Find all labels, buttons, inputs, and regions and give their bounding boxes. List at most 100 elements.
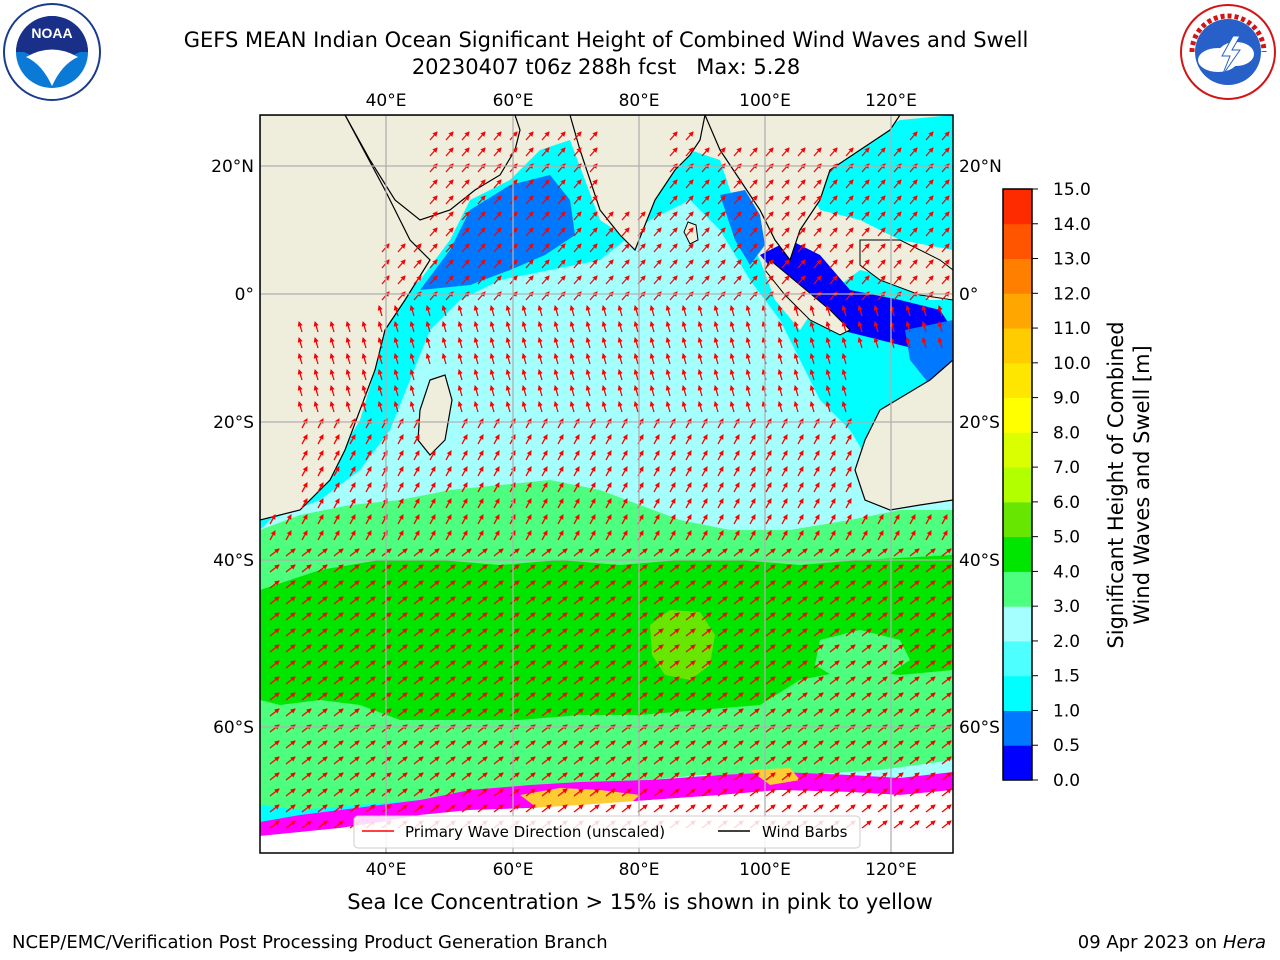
wave-direction-arrow [701,275,710,285]
wave-direction-arrow [397,482,404,493]
wave-direction-arrow [605,259,614,269]
wave-direction-arrow [397,291,406,301]
wave-direction-arrow [717,434,724,445]
wave-direction-arrow [601,385,607,397]
wave-direction-arrow [345,353,351,365]
wave-direction-arrow [349,466,356,477]
wave-direction-arrow [333,434,340,445]
wave-direction-arrow [809,385,815,397]
colorbar-swatch [1003,258,1032,294]
wave-direction-arrow [681,337,687,349]
india [569,115,706,252]
wave-direction-arrow [649,321,655,333]
wave-direction-arrow [493,450,500,461]
wave-direction-arrow [845,450,852,461]
wave-direction-arrow [525,418,532,429]
wave-direction-arrow [701,227,710,237]
colorbar-label: Significant Height of Combined Wind Wave… [1104,321,1154,648]
wave-direction-arrow [893,163,902,173]
wave-direction-arrow [765,466,772,477]
wave-direction-arrow [585,353,591,365]
wave-direction-arrow [681,401,687,413]
wave-direction-arrow [317,434,324,445]
wave-direction-arrow [541,466,548,477]
wave-direction-arrow [729,401,735,413]
wave-direction-arrow [745,369,751,381]
wave-direction-arrow [589,275,598,285]
wave-direction-arrow [429,259,438,269]
wave-direction-arrow [445,259,454,269]
zone-5-6m [650,610,715,680]
wave-direction-arrow [621,259,630,269]
wave-direction-arrow [649,305,655,317]
wave-direction-arrow [845,147,854,157]
wave-direction-arrow [557,450,564,461]
wave-direction-arrow [537,321,543,333]
wave-direction-arrow [429,466,436,477]
wave-direction-arrow [605,291,614,301]
wave-direction-arrow [557,163,566,173]
wave-direction-arrow [573,211,582,221]
wave-direction-arrow [777,353,783,365]
wave-direction-arrow [941,275,950,285]
wave-direction-arrow [745,385,751,397]
wave-direction-arrow [829,211,838,221]
wave-direction-arrow [489,401,495,413]
wave-direction-arrow [461,259,470,269]
wave-direction-arrow [825,385,831,397]
wave-direction-arrow [813,243,822,253]
wave-direction-arrow [349,450,356,461]
wave-direction-arrow [537,305,543,317]
wave-direction-arrow [633,369,639,381]
wave-direction-arrow [377,401,383,413]
wave-direction-arrow [573,227,582,237]
wave-direction-arrow [489,337,495,349]
wave-direction-arrow [909,227,918,237]
wave-direction-arrow [685,211,694,221]
wave-direction-arrow [521,401,527,413]
wave-direction-arrow [333,450,340,461]
map-legend: Primary Wave Direction (unscaled) Wind B… [353,815,861,849]
wave-direction-arrow [441,305,447,317]
wave-direction-arrow [793,321,799,333]
wave-direction-arrow [525,179,534,189]
wave-direction-arrow [585,321,591,333]
wave-direction-arrow [541,131,550,141]
wave-direction-arrow [605,227,614,237]
wave-direction-arrow [905,321,911,333]
wave-direction-arrow [573,418,580,429]
zone-3-4m-patch [815,630,910,680]
wave-direction-arrow [797,195,806,205]
wave-direction-arrow [909,243,918,253]
wave-direction-arrow [845,259,854,269]
colorbar-tick-label: 10.0 [1053,354,1091,374]
wave-direction-arrow [329,353,335,365]
wave-direction-arrow [653,418,660,429]
wave-direction-arrow [653,275,662,285]
wave-direction-arrow [729,337,735,349]
wave-direction-arrow [445,179,454,189]
wave-direction-arrow [653,482,660,493]
wave-direction-arrow [877,147,886,157]
wave-direction-arrow [925,211,934,221]
wave-direction-arrow [653,450,660,461]
wave-direction-arrow [777,401,783,413]
wave-direction-arrow [409,353,415,365]
wave-direction-arrow [829,275,838,285]
wave-direction-arrow [717,259,726,269]
wave-direction-arrow [701,418,708,429]
wave-direction-arrow [861,163,870,173]
wave-direction-arrow [793,385,799,397]
zone-0-0p5m-bay [760,240,953,380]
wave-direction-arrow [573,259,582,269]
wave-direction-arrow [541,179,550,189]
wave-direction-arrow [573,275,582,285]
sea-ice-caption: Sea Ice Concentration > 15% is shown in … [347,890,933,914]
wave-direction-arrow [813,418,820,429]
colorbar-tick-label: 6.0 [1053,493,1080,513]
wave-direction-arrow [717,227,726,237]
wave-direction-arrow [557,466,564,477]
wave-direction-arrow [601,321,607,333]
wave-direction-arrow [393,321,399,333]
wave-direction-arrow [505,385,511,397]
